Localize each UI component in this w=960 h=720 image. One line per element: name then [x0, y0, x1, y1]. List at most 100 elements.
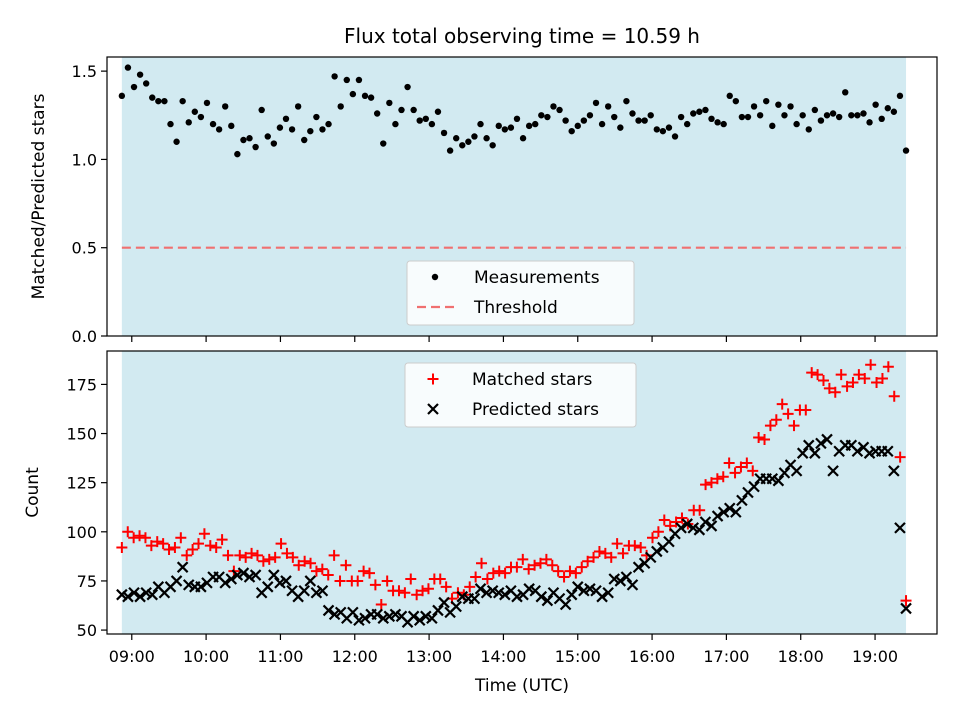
predicted-star-point — [809, 447, 821, 459]
legend-marker-dot — [431, 273, 439, 281]
matched-star-point — [888, 390, 900, 402]
matched-star-point — [499, 567, 511, 579]
measurement-point — [775, 101, 782, 108]
measurement-point — [763, 97, 770, 105]
matched-star-point — [275, 538, 287, 550]
measurement-point — [568, 127, 575, 135]
matched-star-point — [605, 551, 617, 563]
measurement-point — [702, 106, 709, 114]
measurement-point — [890, 108, 898, 115]
measurement-point — [288, 126, 296, 133]
predicted-star-point — [614, 575, 627, 587]
y-tick-label: 0.5 — [72, 239, 97, 258]
predicted-star-point — [468, 592, 481, 605]
matched-star-point — [900, 595, 912, 607]
measurement-point — [373, 110, 381, 117]
measurement-point — [781, 112, 788, 119]
legend: Matched stars Predicted stars — [404, 362, 637, 428]
predicted-star-point — [888, 465, 900, 477]
measurement-point — [343, 76, 350, 84]
measurement-point — [349, 90, 357, 98]
predicted-star-point — [748, 480, 760, 493]
measurement-point — [580, 117, 588, 124]
measurement-point — [337, 103, 344, 110]
predicted-star-point — [620, 571, 633, 583]
predicted-star-point — [827, 465, 839, 477]
counts-panel: 50 75 100 125 150 175 09:00 10:00 11:00 12:00 13:0… — [23, 350, 938, 696]
matched-star-point — [588, 551, 600, 563]
matched-star-point — [617, 547, 629, 559]
measurement-point — [586, 112, 594, 119]
measurement-point — [513, 115, 521, 123]
matched-star-point — [310, 565, 322, 577]
measurement-point — [465, 138, 472, 145]
measurement-point — [361, 92, 369, 100]
matched-star-point — [157, 538, 169, 550]
measurement-point — [647, 112, 654, 119]
predicted-star-point — [176, 561, 189, 573]
legend: Measurements Threshold — [406, 260, 635, 326]
measurement-point — [179, 97, 186, 105]
matched-star-point — [369, 579, 381, 591]
matched-star-point — [122, 526, 134, 538]
predicted-star-point — [596, 590, 608, 603]
predicted-star-point — [693, 524, 706, 536]
matched-star-point — [393, 585, 405, 597]
predicted-star-point — [565, 588, 578, 601]
matched-star-point — [806, 367, 818, 379]
matched-star-point — [411, 589, 423, 601]
matched-star-point — [316, 563, 328, 575]
matched-star-point — [764, 420, 776, 432]
predicted-star-point — [499, 588, 511, 601]
predicted-star-point — [602, 586, 614, 599]
measurement-point — [896, 92, 904, 100]
x-tick-label: 14:00 — [480, 647, 526, 666]
matched-star-point — [240, 551, 252, 563]
matched-star-point — [859, 373, 871, 385]
measurement-point — [696, 108, 703, 115]
measurement-point — [167, 120, 174, 128]
matched-star-point — [741, 457, 753, 469]
matched-star-point — [358, 565, 370, 577]
predicted-star-point — [626, 579, 639, 591]
matched-star-point — [210, 542, 222, 554]
matched-star-point — [257, 555, 269, 567]
measurements-panel: 0.0 0.5 1.0 1.5 Matched/Predicted stars Measu… — [29, 56, 938, 346]
predicted-star-point — [371, 608, 383, 621]
predicted-star-point — [432, 604, 444, 617]
measurement-point — [866, 119, 873, 126]
matched-star-point — [287, 551, 299, 563]
measurement-point — [550, 103, 557, 110]
measurement-point — [769, 122, 776, 130]
predicted-star-point — [675, 522, 687, 534]
measurement-point — [422, 115, 430, 123]
matched-star-point — [340, 559, 352, 571]
matched-star-point — [116, 542, 128, 554]
predicted-star-point — [359, 612, 371, 625]
y-tick-label: 0.0 — [72, 327, 97, 346]
matched-star-point — [835, 369, 847, 381]
plot-frame — [106, 56, 938, 337]
measurement-point — [574, 122, 581, 130]
y-tick-label: 75 — [77, 572, 97, 591]
matched-star-point — [711, 473, 723, 485]
y-axis-label: Count — [23, 467, 43, 518]
predicted-star-point — [736, 494, 748, 507]
x-tick-label: 18:00 — [778, 647, 824, 666]
measurement-point — [222, 103, 229, 110]
measurement-point — [562, 117, 569, 124]
predicted-star-point — [541, 594, 554, 607]
measurement-point — [604, 103, 612, 110]
measurement-point — [525, 122, 533, 130]
matched-star-point — [552, 565, 564, 577]
measurement-point — [854, 112, 861, 119]
matched-star-point — [134, 530, 146, 542]
measurement-point — [799, 112, 806, 119]
measurement-point — [902, 147, 910, 154]
y-tick-label: 125 — [66, 474, 97, 493]
measurement-point — [738, 113, 746, 121]
matched-star-point — [770, 414, 782, 426]
measurement-point — [203, 99, 211, 107]
y-tick-label: 100 — [66, 523, 97, 542]
matched-star-point — [658, 514, 670, 526]
